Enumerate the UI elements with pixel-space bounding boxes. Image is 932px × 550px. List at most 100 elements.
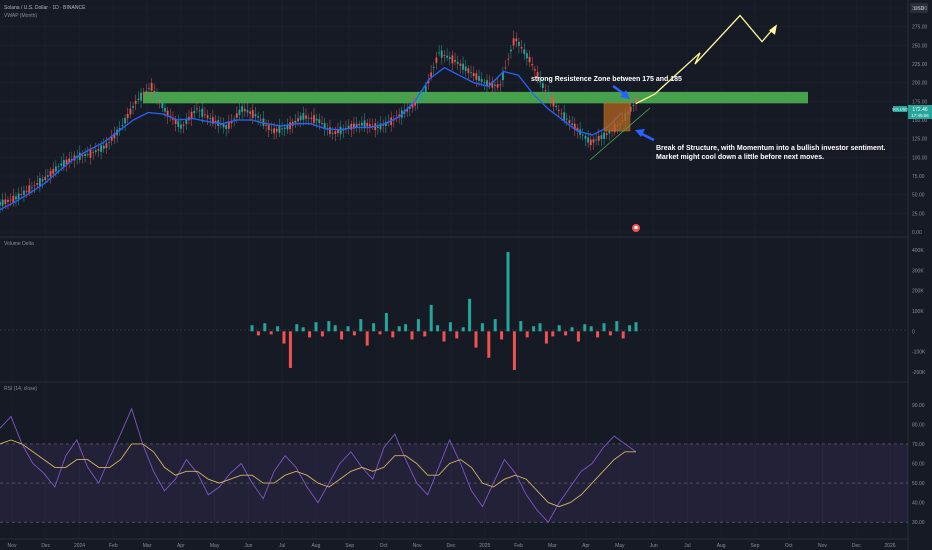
- candle-body: [276, 129, 278, 131]
- candle-body: [534, 69, 536, 70]
- volume-delta-bar: [327, 321, 330, 331]
- time-tick-label: Dec: [41, 543, 50, 549]
- candle-body: [590, 139, 592, 145]
- candle-body: [7, 200, 9, 202]
- volume-tick-label: 300K: [912, 268, 924, 274]
- rsi-tick-label: 80.00: [912, 422, 925, 428]
- candle-body: [505, 68, 507, 69]
- candle-body: [183, 125, 185, 126]
- event-marker-icon[interactable]: [632, 224, 640, 232]
- price-tick-label: 175.00: [912, 99, 928, 105]
- candle-body: [510, 50, 512, 52]
- candle-body: [441, 50, 443, 57]
- candle-body: [308, 118, 310, 119]
- volume-tick-label: 0: [912, 329, 915, 335]
- candle-body: [459, 64, 461, 66]
- time-tick-label: 2026: [884, 543, 895, 549]
- time-tick-label: Nov: [8, 543, 17, 549]
- volume-delta-bar: [564, 331, 567, 335]
- candle-body: [422, 94, 424, 95]
- candle-body: [601, 135, 603, 139]
- time-tick-label: Apr: [582, 543, 590, 549]
- candle-body: [305, 116, 307, 119]
- time-tick-label: Aug: [311, 543, 320, 549]
- resistance-annotation: strong Resistence Zone between 175 and 1…: [531, 76, 682, 83]
- candle-body: [550, 98, 552, 100]
- candle-body: [98, 149, 100, 151]
- candle-body: [553, 99, 555, 107]
- volume-delta-bar: [622, 331, 625, 338]
- volume-delta-bar: [391, 331, 394, 337]
- candle-body: [129, 109, 131, 115]
- volume-delta-bar: [507, 252, 510, 331]
- price-tick-label: 125.00: [912, 137, 928, 143]
- time-tick-label: Jun: [244, 543, 252, 549]
- candle-body: [571, 123, 573, 124]
- candle-body: [518, 42, 520, 46]
- candle-body: [316, 119, 318, 121]
- candle-body: [143, 93, 145, 94]
- price-tick-label: 75.00: [912, 174, 925, 180]
- time-tick-label: Sep: [750, 543, 759, 549]
- candle-body: [494, 85, 496, 86]
- candle-body: [47, 175, 49, 177]
- candle-body: [132, 106, 134, 107]
- volume-delta-bar: [385, 313, 388, 331]
- volume-delta-bar: [475, 331, 478, 347]
- volume-delta-bar: [340, 331, 343, 339]
- volume-delta-bar: [513, 331, 516, 370]
- candle-body: [207, 115, 209, 118]
- candle-body: [433, 67, 435, 68]
- candle-body: [364, 120, 366, 127]
- candle-body: [566, 119, 568, 120]
- candle-body: [127, 114, 129, 118]
- candle-body: [140, 93, 142, 101]
- candle-body: [478, 76, 480, 81]
- candle-body: [31, 187, 33, 188]
- candle-body: [55, 166, 57, 171]
- candle-body: [313, 115, 315, 123]
- volume-delta-bar: [526, 331, 529, 337]
- time-tick-label: Feb: [514, 543, 523, 549]
- candle-body: [515, 39, 517, 42]
- volume-delta-bar: [334, 325, 337, 331]
- candle-body: [84, 154, 86, 156]
- candle-body: [204, 114, 206, 115]
- resistance-zone-band: [143, 92, 808, 103]
- candle-body: [28, 185, 30, 193]
- time-tick-label: Aug: [717, 543, 726, 549]
- candle-body: [52, 169, 54, 174]
- candle-body: [593, 139, 595, 142]
- candle-body: [156, 94, 158, 98]
- rsi-panel-title[interactable]: RSI (14, close): [4, 386, 37, 392]
- volume-tick-label: 100K: [912, 309, 924, 315]
- candle-body: [475, 73, 477, 79]
- candle-body: [318, 119, 320, 123]
- candle-body: [87, 154, 89, 155]
- time-tick-label: Jul: [279, 543, 285, 549]
- candle-body: [523, 49, 525, 54]
- candle-body: [481, 79, 483, 82]
- candle-body: [563, 112, 565, 120]
- volume-delta-bar: [539, 323, 542, 331]
- candle-body: [4, 200, 6, 205]
- volume-panel-title[interactable]: Volume Delta: [4, 241, 34, 247]
- candle-body: [340, 127, 342, 134]
- volume-delta-bar: [321, 331, 324, 336]
- candle-body: [124, 118, 126, 123]
- candle-body: [465, 66, 467, 70]
- volume-delta-bar: [379, 331, 382, 334]
- candle-body: [260, 119, 262, 120]
- volume-delta-bar: [436, 325, 439, 331]
- candle-body: [225, 125, 227, 129]
- candle-body: [90, 150, 92, 158]
- candle-body: [582, 135, 584, 136]
- vwap-indicator-label[interactable]: VWAP (Month): [4, 13, 37, 19]
- volume-delta-bar: [347, 326, 350, 331]
- time-tick-label: Oct: [785, 543, 793, 549]
- volume-tick-label: -200K: [912, 370, 926, 376]
- volume-delta-bar: [263, 323, 266, 331]
- candle-body: [2, 200, 4, 206]
- candle-body: [66, 160, 68, 165]
